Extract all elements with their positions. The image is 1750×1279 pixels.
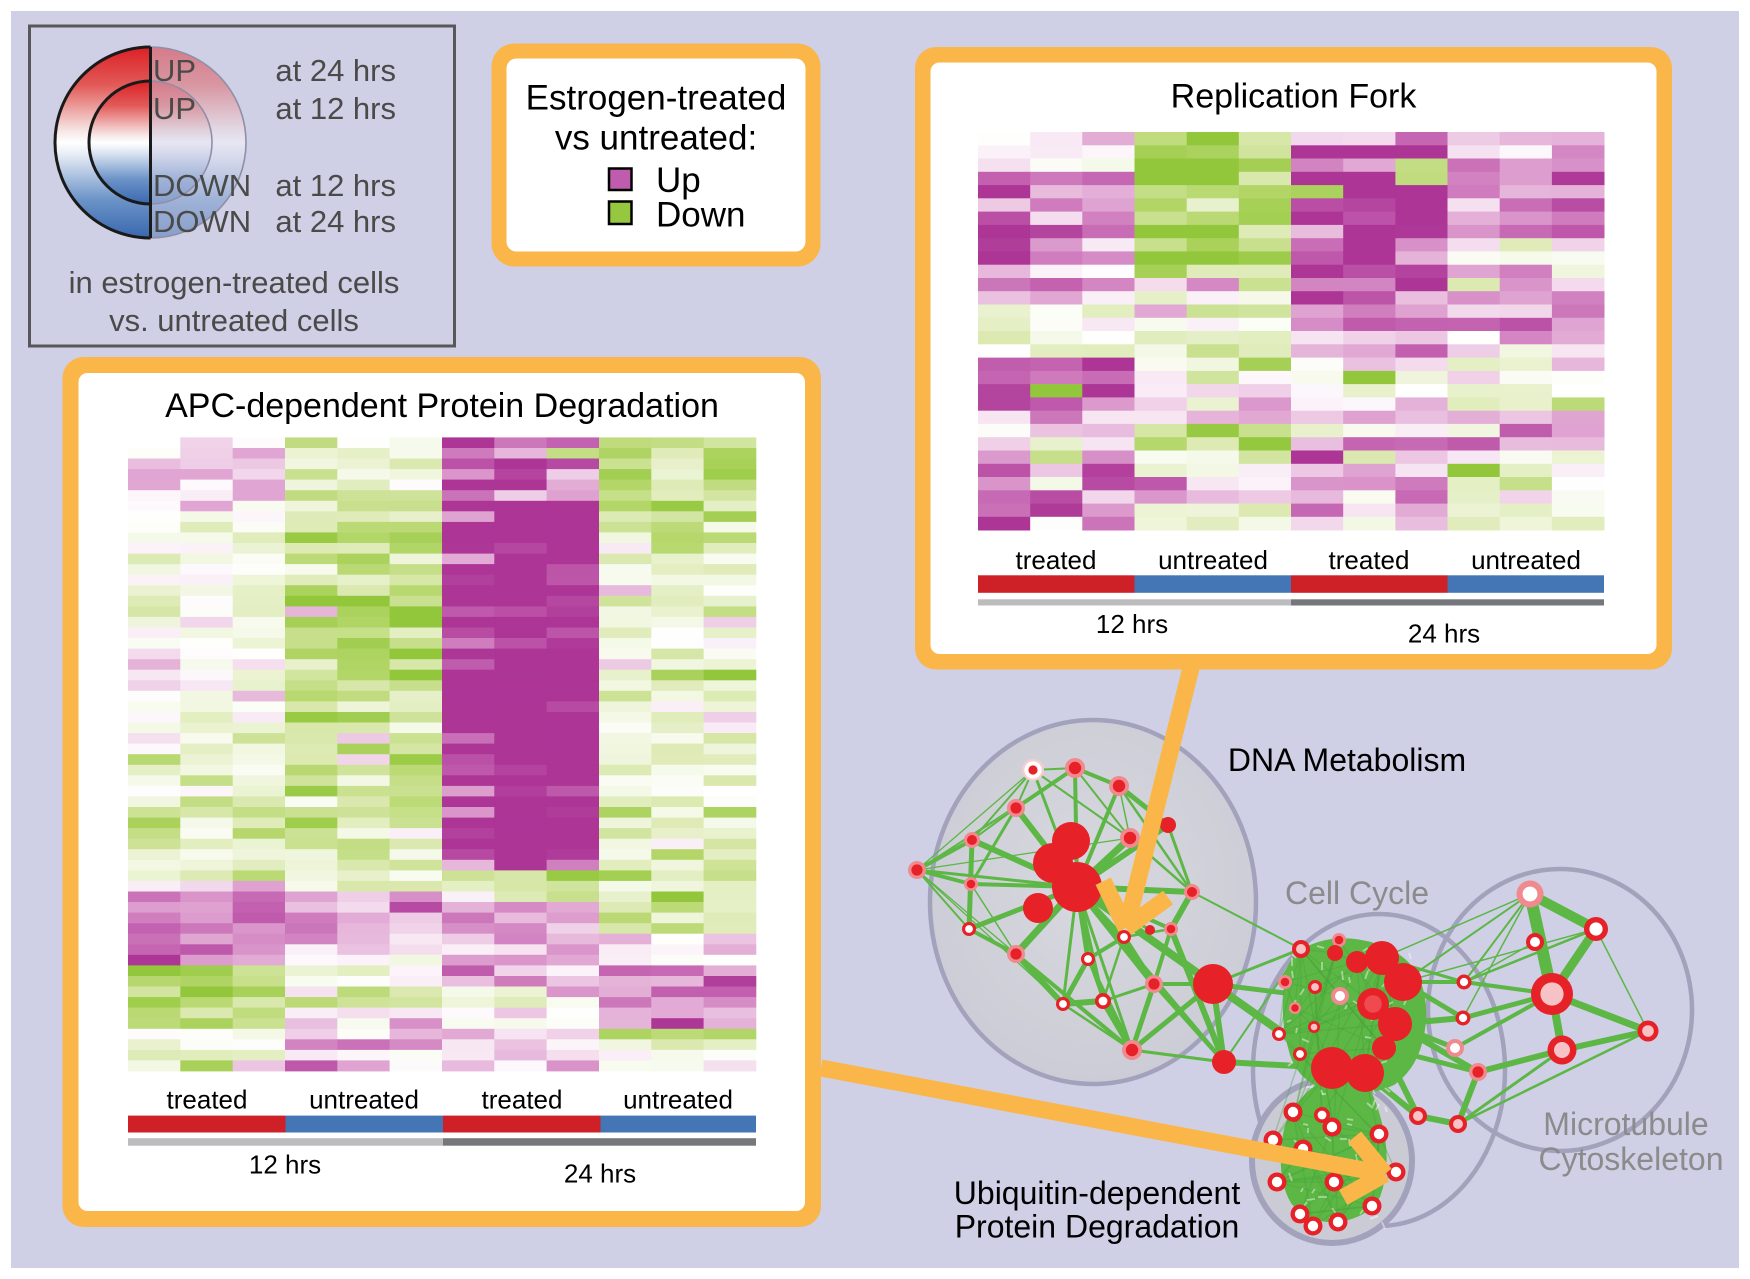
svg-text:at 24 hrs: at 24 hrs [275,204,396,239]
svg-text:at 12 hrs: at 12 hrs [275,168,396,203]
svg-text:Up: Up [656,161,701,200]
svg-text:untreated: untreated [309,1085,419,1115]
svg-text:DNA Metabolism: DNA Metabolism [1228,742,1466,778]
svg-text:treated: treated [1329,545,1410,575]
svg-text:treated: treated [482,1085,563,1115]
svg-text:at 24 hrs: at 24 hrs [275,53,396,88]
svg-text:vs. untreated cells: vs. untreated cells [109,303,359,338]
svg-text:treated: treated [1016,545,1097,575]
svg-text:Down: Down [656,196,745,235]
svg-text:DOWN: DOWN [153,168,251,203]
svg-text:24 hrs: 24 hrs [1408,619,1480,649]
svg-text:treated: treated [167,1085,248,1115]
svg-text:Protein Degradation: Protein Degradation [955,1209,1240,1245]
svg-text:UP: UP [153,53,196,88]
svg-text:APC-dependent Protein Degradat: APC-dependent Protein Degradation [165,387,719,425]
svg-text:vs untreated:: vs untreated: [555,119,757,158]
svg-text:Cytoskeleton: Cytoskeleton [1539,1141,1724,1177]
svg-text:12 hrs: 12 hrs [249,1150,321,1180]
svg-text:Ubiquitin-dependent: Ubiquitin-dependent [954,1175,1241,1211]
svg-text:untreated: untreated [623,1085,733,1115]
svg-text:12 hrs: 12 hrs [1096,609,1168,639]
svg-text:Cell Cycle: Cell Cycle [1285,875,1429,911]
svg-text:Microtubule: Microtubule [1543,1106,1708,1142]
svg-text:untreated: untreated [1471,545,1581,575]
svg-text:Replication Fork: Replication Fork [1171,78,1418,116]
svg-text:24 hrs: 24 hrs [564,1159,636,1189]
svg-text:DOWN: DOWN [153,204,251,239]
svg-text:at 12 hrs: at 12 hrs [275,91,396,126]
svg-text:in estrogen-treated cells: in estrogen-treated cells [69,265,400,300]
svg-text:Estrogen-treated: Estrogen-treated [526,79,787,118]
svg-text:UP: UP [153,91,196,126]
svg-text:untreated: untreated [1158,545,1268,575]
